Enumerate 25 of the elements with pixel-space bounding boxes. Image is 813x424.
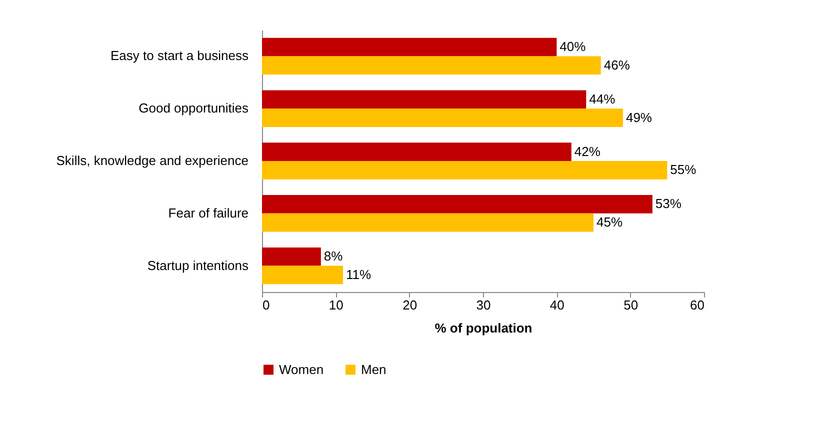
data-label: 53% xyxy=(655,196,682,212)
x-tick-label: 50 xyxy=(624,298,638,312)
x-axis-title: % of population xyxy=(434,320,532,336)
data-label: 45% xyxy=(596,214,623,230)
data-label: 44% xyxy=(589,91,616,106)
data-label: 46% xyxy=(604,57,630,72)
legend-label: Women xyxy=(279,362,324,377)
y-tick-label: Fear of failure xyxy=(168,205,248,220)
x-tick-label: 30 xyxy=(476,298,491,312)
y-tick-label: Good opportunities xyxy=(138,100,249,116)
y-tick-label: Skills, knowledge and experience xyxy=(56,153,248,168)
x-tick-label: 10 xyxy=(328,298,344,312)
y-tick-label: Easy to start a business xyxy=(110,48,249,64)
x-tick-label: 60 xyxy=(690,298,704,312)
data-label: 8% xyxy=(324,248,344,264)
x-tick-label: 0 xyxy=(262,298,270,312)
data-label: 42% xyxy=(574,144,601,159)
y-tick-label: Startup intentions xyxy=(147,258,249,273)
data-label: 11% xyxy=(346,266,372,282)
x-tick-label: 40 xyxy=(550,298,564,312)
data-label: 40% xyxy=(560,39,586,54)
legend-label: Men xyxy=(361,362,386,377)
data-label: 49% xyxy=(626,110,652,125)
x-tick-label: 20 xyxy=(402,298,418,312)
data-label: 55% xyxy=(670,162,697,178)
